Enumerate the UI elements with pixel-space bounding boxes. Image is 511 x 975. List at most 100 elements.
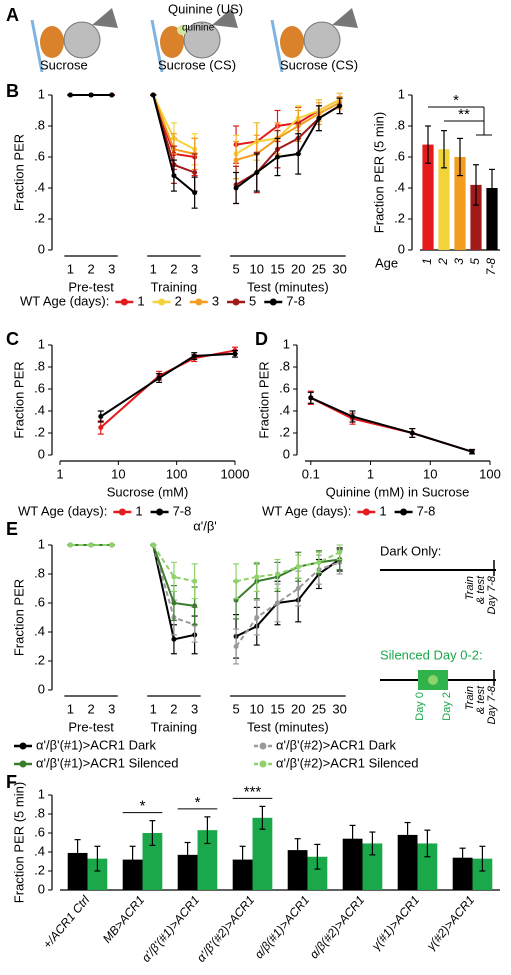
data-point [233,157,239,163]
legend-marker [400,508,408,516]
data-point [233,644,239,649]
slide [150,19,164,73]
data-point [254,170,260,175]
y-tick-label: .4 [34,402,45,417]
x-tick-label: 2 [87,701,94,716]
y-tick-label: .2 [34,652,45,667]
x-tick-label: MB>ACR1 [100,893,147,946]
y-tick-label: 1 [38,786,45,801]
data-point [88,542,94,548]
timeline-label: Day 0 [414,692,426,721]
x-tick-label: 3 [108,261,115,276]
data-point [233,185,239,191]
y-tick-label: .6 [34,380,45,395]
y-tick-label: .6 [394,148,405,163]
fly [160,26,184,58]
series-line [70,544,341,641]
y-tick-label: .2 [34,424,45,439]
x-tick-label: 2 [436,258,450,266]
x-group-label: Test (minutes) [247,719,329,734]
data-point [150,542,156,548]
x-tick-label: 3 [191,701,198,716]
series-line [100,349,236,429]
fly [40,26,64,58]
y-tick-label: .8 [34,805,45,820]
x-tick-label: 2 [170,701,177,716]
data-point [316,559,322,565]
y-tick-label: 0 [38,241,45,256]
bar [397,834,418,890]
panel-letter: E [6,519,18,539]
data-point [171,600,177,606]
panel-letter: F [6,772,17,792]
series-line [100,352,236,418]
x-tick-label: 1 [367,466,374,481]
data-point [275,154,280,160]
bar [307,856,328,890]
fly-setup [150,8,238,73]
data-point [171,636,177,642]
schematic-label: quinine [182,23,215,34]
series-line [310,396,473,453]
y-tick-label: .6 [34,594,45,609]
y-tick-label: 0 [38,681,45,696]
x-axis-label: Quinine (mM) in Sucrose [326,484,470,499]
data-point [469,449,475,455]
x-tick-label: 10 [423,466,437,481]
bar [252,817,273,890]
y-tick-label: .8 [394,117,405,132]
data-point [150,92,156,98]
legend-label: 1 [135,503,142,518]
schematic-label: Sucrose (CS) [158,57,236,72]
y-axis-label: Fraction PER (5 min) [11,782,26,903]
x-tick-label: 15 [270,701,284,716]
schematic: Sucrose Quinine (US) quinine Sucrose (CS… [30,1,358,73]
x-tick-label: 0.1 [302,466,320,481]
data-point [88,92,94,98]
data-point [109,92,115,98]
significance-label: * [453,92,459,109]
x-tick-label: 25 [312,701,326,716]
panel-letter: C [6,329,19,349]
y-axis-label: Fraction PER (5 min) [371,112,386,233]
bar [342,838,363,890]
data-point [171,574,177,580]
bar [232,859,253,890]
legend-marker [195,298,203,306]
x-tick-label: 100 [166,466,188,481]
legend-label: α'/β'(#2)>ACR1 Silenced [276,755,418,770]
panel-letter: D [255,329,268,349]
x-tick-label: α'/β'(#1)>ACR1 [139,893,202,965]
data-point [191,353,197,359]
legend-title: WT Age (days): [262,503,351,518]
timeline-label: Silenced Day 0-2: [380,647,483,662]
bar [197,830,218,890]
light-icon [428,675,438,685]
legend-marker [269,298,277,306]
data-point [275,571,280,577]
significance-label: * [140,798,146,815]
data-point [295,586,301,591]
pipette [212,8,238,28]
data-point [350,414,356,419]
timeline-label: & test [475,575,487,604]
legend-marker [156,508,164,516]
data-point [254,615,260,620]
schematic-label: Sucrose [40,57,88,72]
data-point [316,115,322,121]
x-tick-label: 30 [332,701,346,716]
legend-label: α'/β'(#2)>ACR1 Dark [276,737,397,752]
data-point [98,425,104,430]
x-tick-label: 1 [67,261,74,276]
x-tick-label: 10 [250,701,264,716]
y-tick-label: 1 [38,336,45,351]
legend-label: 5 [249,293,256,308]
data-point [337,549,343,555]
x-tick-label: 15 [270,261,284,276]
x-tick-label: 1 [150,261,157,276]
legend-label: α'/β'(#1)>ACR1 Dark [36,737,157,752]
series-line [70,544,340,648]
data-point [232,351,238,357]
data-point [192,578,198,584]
